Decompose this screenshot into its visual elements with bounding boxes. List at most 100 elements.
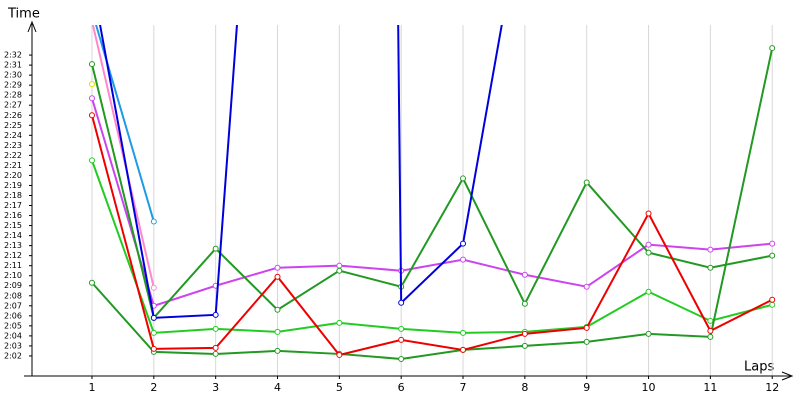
data-point: [336, 267, 343, 274]
data-point: [274, 273, 281, 280]
data-point: [274, 306, 281, 313]
x-tick-label: 7: [460, 381, 467, 394]
data-point: [398, 355, 405, 362]
data-point: [88, 112, 95, 119]
x-tick-label: 10: [642, 381, 656, 394]
y-tick-label: 2:08: [4, 291, 22, 300]
y-tick-label: 2:23: [4, 141, 22, 150]
data-point: [583, 179, 590, 186]
data-point: [336, 262, 343, 269]
series-line: [99, 25, 503, 319]
data-point: [707, 333, 714, 340]
x-tick-label: 4: [274, 381, 281, 394]
data-point: [212, 311, 219, 318]
data-point: [769, 240, 776, 247]
plot-area: [88, 8, 776, 362]
data-point: [274, 328, 281, 335]
data-point: [274, 347, 281, 354]
x-tick-label: 2: [150, 381, 157, 394]
data-point: [521, 342, 528, 349]
y-tick-label: 2:18: [4, 191, 22, 200]
data-point: [212, 325, 219, 332]
series-line: [91, 160, 773, 334]
data-point: [89, 18, 94, 23]
x-axis-label: Laps: [744, 360, 774, 375]
y-tick-label: 2:15: [4, 221, 22, 230]
y-tick-label: 2:12: [4, 251, 22, 260]
data-point: [88, 95, 95, 102]
data-point: [460, 329, 467, 336]
y-tick-label: 2:17: [4, 201, 22, 210]
x-tick-label: 3: [212, 381, 219, 394]
data-point: [645, 241, 652, 248]
data-point: [645, 330, 652, 337]
y-tick-label: 2:05: [4, 321, 22, 330]
y-tick-label: 2:24: [4, 131, 22, 140]
data-point: [707, 327, 714, 334]
data-point: [88, 61, 95, 68]
data-point: [212, 350, 219, 357]
series-line: [91, 97, 773, 308]
y-axis-label: Time: [7, 7, 40, 22]
grid: [91, 25, 773, 376]
data-point: [707, 264, 714, 271]
series-line: [95, 25, 155, 222]
data-point: [89, 8, 94, 13]
y-tick-label: 2:27: [4, 101, 22, 110]
data-point: [707, 317, 714, 324]
data-point: [150, 345, 157, 352]
data-point: [336, 351, 343, 358]
y-tick-label: 2:03: [4, 341, 22, 350]
data-point: [398, 299, 405, 306]
y-tick-label: 2:32: [4, 51, 22, 60]
y-tick-label: 2:21: [4, 161, 22, 170]
y-tick-label: 2:28: [4, 91, 22, 100]
y-axis-arrow: [27, 20, 37, 33]
series-line: [91, 63, 773, 320]
y-tick-label: 2:02: [4, 351, 22, 360]
y-tick-label: 2:09: [4, 281, 22, 290]
data-point: [336, 319, 343, 326]
y-tick-label: 2:25: [4, 121, 22, 130]
data-point: [150, 218, 157, 225]
y-tick-label: 2:19: [4, 181, 22, 190]
data-point: [460, 256, 467, 263]
data-point: [88, 157, 95, 164]
y-tick-label: 2:26: [4, 111, 22, 120]
data-point: [769, 296, 776, 303]
y-tick-label: 2:16: [4, 211, 22, 220]
data-point: [88, 81, 95, 88]
data-point: [645, 210, 652, 217]
data-point: [150, 284, 157, 291]
x-tick-label: 9: [583, 381, 590, 394]
data-point: [521, 300, 528, 307]
y-tick-label: 2:22: [4, 151, 22, 160]
data-point: [583, 338, 590, 345]
data-point: [521, 330, 528, 337]
y-tick-label: 2:04: [4, 331, 22, 340]
series-line: [91, 47, 774, 360]
x-tick-label: 1: [88, 381, 95, 394]
data-point: [707, 246, 714, 253]
data-point: [521, 271, 528, 278]
data-point: [460, 175, 467, 182]
data-point: [398, 325, 405, 332]
y-tick-label: 2:31: [4, 61, 22, 70]
data-point: [769, 252, 776, 259]
x-axis-arrow: [781, 371, 794, 381]
data-point: [460, 346, 467, 353]
x-tick-label: 8: [521, 381, 528, 394]
y-tick-label: 2:14: [4, 231, 22, 240]
y-tick-label: 2:06: [4, 311, 22, 320]
data-point: [150, 329, 157, 336]
series-line: [91, 115, 773, 357]
y-tick-label: 2:07: [4, 301, 22, 310]
data-point: [583, 324, 590, 331]
data-point: [212, 344, 219, 351]
data-point: [398, 336, 405, 343]
data-point: [274, 264, 281, 271]
y-tick-label: 2:11: [4, 261, 22, 270]
data-point: [150, 314, 157, 321]
x-tick-label: 6: [398, 381, 405, 394]
